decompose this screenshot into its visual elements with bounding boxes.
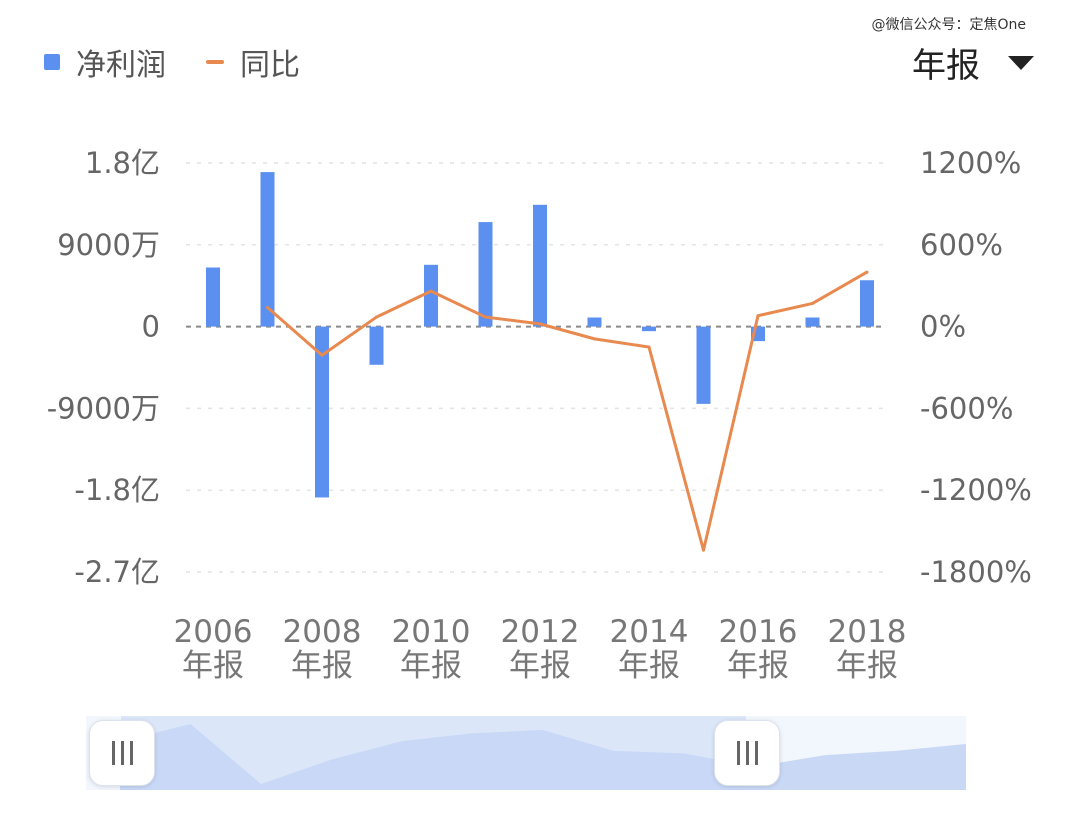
yoy-point-2015[interactable] — [702, 548, 705, 552]
right-tick-label: 1200% — [920, 146, 1021, 180]
x-tick-label-period: 年报 — [618, 648, 680, 684]
yoy-point-2010[interactable] — [429, 289, 433, 293]
yoy-point-2007[interactable] — [266, 306, 269, 310]
yoy-point-2016[interactable] — [756, 314, 760, 318]
yoy-point-2011[interactable] — [484, 315, 487, 319]
grip-icon — [111, 741, 133, 765]
left-tick-label: -1.8亿 — [74, 473, 160, 507]
legend-label-net-profit: 净利润 — [76, 48, 166, 83]
x-tick-label-period: 年报 — [182, 648, 244, 684]
legend-item-yoy[interactable]: 同比 — [206, 40, 300, 84]
x-tick-label-period: 年报 — [836, 648, 898, 684]
watermark: @微信公众号：定焦One — [871, 17, 1026, 33]
grip-icon — [736, 741, 758, 765]
left-tick-label: 9000万 — [57, 228, 160, 262]
yoy-point-2008[interactable] — [320, 353, 324, 357]
yoy-point-2009[interactable] — [375, 315, 378, 319]
x-tick-label-year: 2018 — [828, 614, 907, 650]
x-tick-label-period: 年报 — [291, 648, 353, 684]
bar-2009[interactable] — [369, 326, 384, 365]
yoy-point-2012[interactable] — [538, 322, 542, 326]
right-tick-label: -600% — [920, 391, 1013, 425]
chart: 1.8亿 9000万 0 -9000万 -1.8亿 -2.7亿 1200% 600% 0% -6… — [47, 146, 1032, 684]
bar-2017[interactable] — [805, 317, 820, 327]
zoom-handle-right[interactable] — [714, 720, 780, 786]
bar-2006[interactable] — [206, 267, 220, 327]
x-tick-label-year: 2012 — [501, 614, 580, 650]
zoom-handle-left[interactable] — [89, 720, 156, 786]
left-tick-label: 0 — [142, 310, 160, 344]
left-axis: 1.8亿 9000万 0 -9000万 -1.8亿 -2.7亿 — [47, 146, 160, 589]
bar-2014[interactable] — [642, 326, 656, 332]
legend: 净利润 同比 — [44, 40, 340, 84]
yoy-point-2017[interactable] — [811, 301, 814, 305]
yoy-point-2018[interactable] — [865, 270, 869, 274]
yoy-line — [266, 270, 868, 552]
right-tick-label: 600% — [920, 228, 1003, 262]
x-tick-label-period: 年报 — [727, 648, 789, 684]
x-tick-label-period: 年报 — [509, 648, 571, 684]
x-tick-label-period: 年报 — [400, 648, 462, 684]
x-tick-label-year: 2008 — [283, 614, 362, 650]
right-tick-label: -1200% — [920, 473, 1032, 507]
yoy-point-2014[interactable] — [647, 345, 651, 349]
x-tick-label-year: 2006 — [174, 614, 253, 650]
bar-2007[interactable] — [260, 172, 275, 327]
left-tick-label: -9000万 — [47, 391, 160, 425]
right-axis: 1200% 600% 0% -600% -1200% -1800% — [920, 146, 1032, 589]
zoom-selection-window[interactable] — [121, 716, 746, 790]
legend-label-yoy: 同比 — [240, 48, 300, 83]
legend-bar-swatch — [44, 54, 60, 70]
bar-2013[interactable] — [587, 317, 602, 327]
bar-2012[interactable] — [533, 204, 547, 327]
bar-2010[interactable] — [424, 264, 438, 327]
x-tick-label-year: 2014 — [610, 614, 689, 650]
x-tick-label-year: 2010 — [392, 614, 471, 650]
bar-2018[interactable] — [860, 280, 874, 327]
left-tick-label: -2.7亿 — [74, 555, 160, 589]
period-select-value: 年报 — [912, 46, 980, 86]
bar-2011[interactable] — [478, 222, 493, 327]
right-tick-label: -1800% — [920, 555, 1032, 589]
right-tick-label: 0% — [920, 310, 966, 344]
yoy-point-2013[interactable] — [593, 337, 596, 341]
bar-2008[interactable] — [315, 326, 329, 498]
line-layer — [266, 270, 869, 552]
legend-item-net-profit[interactable]: 净利润 — [44, 40, 166, 84]
x-axis: 2006年报2008年报2010年报2012年报2014年报2016年报2018… — [174, 614, 907, 684]
zoom-slider[interactable] — [86, 716, 966, 790]
period-select[interactable]: 年报 — [912, 38, 1034, 87]
legend-line-swatch — [206, 60, 224, 64]
bar-2015[interactable] — [696, 326, 711, 404]
grid-layer — [186, 162, 884, 573]
bars-layer — [206, 172, 874, 498]
x-tick-label-year: 2016 — [719, 614, 798, 650]
left-tick-label: 1.8亿 — [85, 146, 160, 180]
caret-down-icon[interactable] — [1008, 55, 1034, 70]
